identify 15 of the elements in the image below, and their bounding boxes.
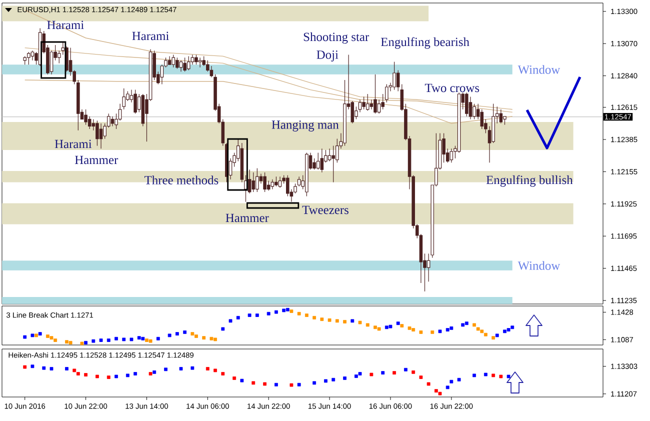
annotation: Engulfing bearish (380, 37, 470, 49)
annotation: Shooting star (304, 32, 370, 44)
annotation: Tweezers (302, 206, 348, 214)
annotation: Hanging man (272, 120, 339, 132)
annotation: Harami (54, 140, 92, 148)
annotation: Doji (316, 50, 338, 62)
annotation: Harami (47, 20, 84, 30)
annotation: Hammer (226, 214, 269, 222)
annotation: Two crows (424, 84, 480, 92)
band-label: Window (518, 65, 560, 74)
annotation: Three methods (144, 176, 218, 184)
band-label: Window (518, 261, 560, 270)
annotation: Engulfing bullish (486, 175, 573, 187)
annotation: Hammer (74, 156, 118, 164)
annotation: Harami (132, 32, 169, 40)
